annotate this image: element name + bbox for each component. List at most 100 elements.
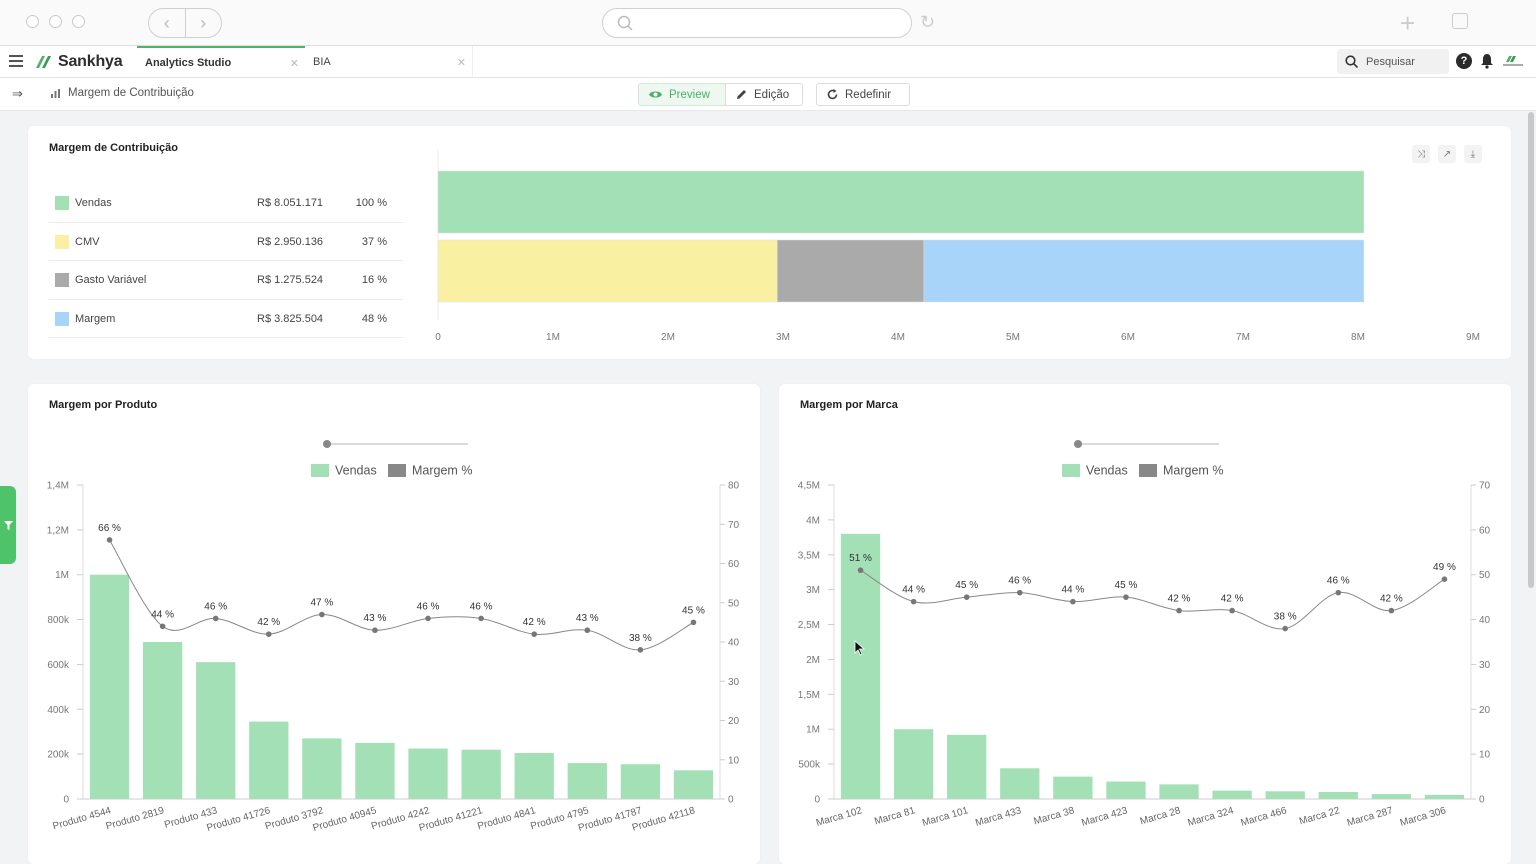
- legend-swatch: [1139, 464, 1157, 477]
- data-label: 46 %: [417, 601, 440, 612]
- data-label: 42 %: [1168, 594, 1191, 605]
- bar-vendas: [1318, 792, 1358, 799]
- legend-label: Margem %: [1163, 464, 1223, 478]
- shuffle-icon[interactable]: ⤨: [1412, 145, 1430, 163]
- y-tick-label: 2M: [806, 655, 820, 666]
- y-tick-label: 600k: [47, 660, 70, 671]
- bar-vendas: [1000, 768, 1040, 799]
- y-tick-label: 800k: [47, 615, 70, 626]
- legend-swatch: [55, 196, 69, 210]
- data-label: 49 %: [1433, 562, 1456, 573]
- menu-icon[interactable]: [9, 55, 23, 70]
- x-tick-label: Produto 4841: [476, 805, 537, 832]
- y2-tick-label: 10: [728, 755, 740, 766]
- search-input[interactable]: Pesquisar: [1337, 49, 1449, 74]
- data-label: 42 %: [1380, 594, 1403, 605]
- x-tick-label: Marca 287: [1346, 805, 1395, 829]
- bar-vendas: [196, 662, 236, 799]
- y2-tick-label: 50: [1479, 570, 1491, 581]
- y2-tick-label: 80: [728, 481, 740, 492]
- tab-analytics-studio[interactable]: Analytics Studio ✕: [137, 46, 305, 78]
- line-margem: [109, 539, 694, 651]
- reload-icon[interactable]: ↻: [920, 12, 936, 32]
- header-icons: ?: [1456, 53, 1524, 69]
- page-scrollbar[interactable]: [1528, 112, 1534, 588]
- x-tick-label: Marca 81: [873, 805, 917, 827]
- y2-tick-label: 60: [1479, 525, 1491, 536]
- minimize-window-icon[interactable]: [49, 15, 62, 28]
- margin-by-brand-chart: Vendas Margem % 0 500k 1M 1,5M 2M 2,5M 3M 3,5M 4M 4…: [798, 440, 1491, 829]
- point-margem: [1070, 598, 1076, 605]
- forward-icon[interactable]: ›: [200, 12, 207, 33]
- search-icon: [1345, 55, 1358, 68]
- x-tick-label: 5M: [1006, 332, 1020, 343]
- x-tick-label: Marca 324: [1187, 805, 1236, 829]
- collapse-sidebar-icon[interactable]: ⇒: [12, 86, 23, 101]
- preview-button[interactable]: Preview: [638, 83, 726, 106]
- x-tick-label: Marca 423: [1080, 805, 1129, 829]
- bar-vendas: [408, 748, 448, 799]
- point-margem: [1016, 589, 1023, 596]
- sankhya-logo-icon: [36, 56, 51, 68]
- y2-tick-label: 10: [1479, 750, 1491, 761]
- data-label: 46 %: [470, 601, 493, 612]
- brand-logo[interactable]: Sankhya: [34, 52, 123, 72]
- x-tick-label: Marca 22: [1298, 805, 1342, 827]
- reset-label: Redefinir: [845, 88, 892, 101]
- maximize-window-icon[interactable]: [72, 15, 85, 28]
- data-label: 46 %: [1327, 576, 1350, 587]
- download-icon[interactable]: ⤓: [1464, 145, 1482, 163]
- row-value: R$ 2.950.136: [257, 235, 324, 248]
- card-actions: ⤨ ↗ ⤓: [1412, 145, 1482, 163]
- data-label: 38 %: [629, 633, 652, 644]
- bell-icon[interactable]: [1480, 53, 1494, 69]
- row-percent: 100 %: [355, 197, 387, 209]
- external-link-icon[interactable]: ↗: [1438, 145, 1456, 163]
- new-tab-icon[interactable]: +: [1400, 8, 1416, 38]
- range-slider-handle: [323, 440, 331, 448]
- point-margem: [212, 615, 219, 622]
- data-label: 42 %: [1221, 594, 1244, 605]
- edit-button[interactable]: Edição: [725, 83, 803, 106]
- data-label: 44 %: [1061, 585, 1084, 596]
- filter-panel-toggle[interactable]: [0, 486, 16, 564]
- legend-swatch: [55, 234, 69, 249]
- close-tab-icon[interactable]: ✕: [289, 57, 299, 70]
- point-margem: [531, 631, 538, 637]
- bar-vendas: [249, 721, 289, 799]
- y2-tick-label: 40: [1479, 615, 1491, 626]
- data-label: 42 %: [523, 617, 546, 628]
- bar-vendas: [461, 749, 501, 799]
- bar-vendas: [893, 729, 934, 799]
- contribution-bar-chart: 0 1M 2M 3M 4M 5M 6M 7M 8M 9M: [435, 150, 1480, 343]
- y-tick-label: 1,4M: [47, 481, 69, 492]
- help-icon[interactable]: ?: [1456, 53, 1472, 69]
- point-margem: [372, 627, 378, 634]
- avatar[interactable]: [1502, 53, 1524, 69]
- bar-vendas: [673, 770, 714, 799]
- close-window-icon[interactable]: [26, 15, 39, 28]
- row-percent: 37 %: [361, 235, 387, 248]
- bar-vendas: [355, 742, 395, 799]
- tabs-overview-icon[interactable]: [1452, 13, 1468, 29]
- point-margem: [1123, 594, 1129, 600]
- address-bar[interactable]: [602, 8, 912, 38]
- browser-chrome: ‹ › ↻ +: [0, 0, 1536, 46]
- data-label: 44 %: [902, 585, 925, 596]
- tab-bia[interactable]: BIA ✕: [305, 46, 473, 78]
- bar-vendas: [1106, 781, 1146, 799]
- y-tick-label: 1,5M: [798, 690, 820, 701]
- reset-button[interactable]: Redefinir: [816, 83, 910, 106]
- close-tab-icon[interactable]: ✕: [456, 56, 466, 69]
- data-label: 43 %: [576, 613, 599, 624]
- x-tick-label: Marca 28: [1139, 805, 1183, 827]
- bar-margem: [923, 239, 1365, 303]
- bar-cmv: [437, 239, 778, 303]
- y-tick-label: 0: [63, 795, 69, 806]
- point-margem: [319, 611, 325, 618]
- point-margem: [1282, 625, 1289, 632]
- tab-label: Analytics Studio: [145, 57, 232, 69]
- back-icon[interactable]: ‹: [149, 9, 186, 37]
- y-tick-label: 1M: [806, 725, 820, 736]
- margin-by-product-chart: Vendas Margem % 0 200k 400k 600k 800k 1M 1,2M 1,4…: [47, 440, 740, 834]
